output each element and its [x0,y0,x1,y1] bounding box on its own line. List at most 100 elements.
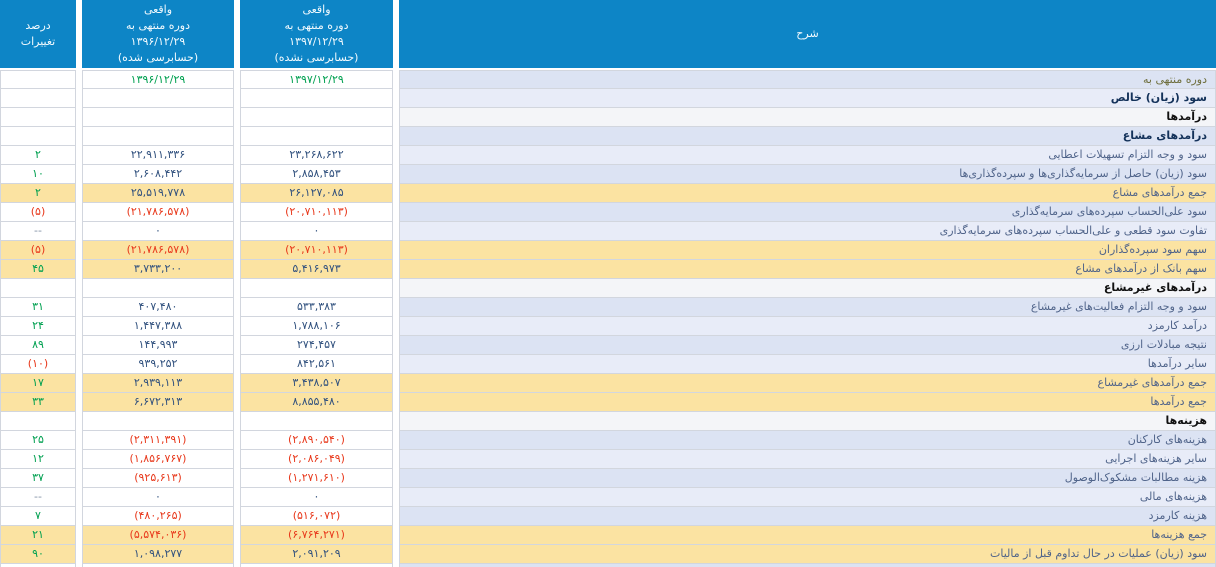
value-1397-cell [240,107,393,127]
table-row: هزینه کارمزد (۵۱۶,۰۷۲) (۴۸۰,۲۶۵) ۷ [0,506,1216,526]
change-percent-cell [0,278,76,298]
value-1396-cell: ۱۴۴,۹۹۳ [82,335,234,355]
description-cell: سود (زیان) عملیات در حال تداوم قبل از ما… [399,544,1216,564]
value-1397-cell [240,563,393,567]
table-row: سایر هزینه‌های اجرایی (۲,۰۸۶,۰۴۹) (۱,۸۵۶,۷… [0,449,1216,469]
value-1397-cell: (۲۰,۷۱۰,۱۱۳) [240,240,393,260]
description-cell: جمع درآمدهای مشاع [399,183,1216,203]
table-row: سهم بانک از درآمدهای مشاع ۵,۴۱۶,۹۷۳ ۳,۷۳۳,… [0,259,1216,279]
table-row: نتیجه مبادلات ارزی ۲۷۴,۴۵۷ ۱۴۴,۹۹۳ ۸۹ [0,335,1216,355]
table-row: سود (زیان) حاصل از سرمایه‌گذاری‌ها و سپر… [0,164,1216,184]
table-row: سود و وجه التزام فعالیت‌های غیرمشاع ۵۳۳,۳… [0,297,1216,317]
value-1397-cell [240,88,393,108]
description-cell: هزینه مطالبات مشکوک‌الوصول [399,468,1216,488]
value-1397-cell: ۱۳۹۷/۱۲/۲۹ [240,69,393,89]
table-row: سود علی‌الحساب سپرده‌های سرمایه‌گذاری (۲۰… [0,202,1216,222]
description-cell: سایر هزینه‌های اجرایی [399,449,1216,469]
table-row: جمع درآمدهای غیرمشاع ۳,۴۳۸,۵۰۷ ۲,۹۳۹,۱۱۳ ۱۷ [0,373,1216,393]
value-1396-cell: (۴۸۰,۲۶۵) [82,506,234,526]
table-row: جمع هزینه‌ها (۶,۷۶۴,۲۷۱) (۵,۵۷۴,۰۳۶) ۲۱ [0,525,1216,545]
table-row: هزینه مطالبات مشکوک‌الوصول (۱,۲۷۱,۶۱۰) (۹۲… [0,468,1216,488]
col-header-description: شرح [399,0,1216,70]
change-percent-cell: ۴۵ [0,259,76,279]
value-1396-cell: (۲,۳۱۱,۳۹۱) [82,430,234,450]
value-1396-cell [82,107,234,127]
change-percent-cell: (۵) [0,202,76,222]
table-row: تفاوت سود قطعی و علی‌الحساب سپرده‌های سر… [0,221,1216,241]
table-header-row: شرح واقعی دوره منتهی به ۱۳۹۷/۱۲/۲۹ (حساب… [0,0,1216,70]
description-cell: هزینه‌ها [399,411,1216,431]
description-cell: دوره منتهی به [399,69,1216,89]
description-cell: جمع درآمدهای غیرمشاع [399,373,1216,393]
table-row: سهم سود سپرده‌گذاران (۲۰,۷۱۰,۱۱۳) (۲۱,۷۸۶,… [0,240,1216,260]
table-row: هزینه‌ها [0,411,1216,431]
value-1397-cell: (۲۰,۷۱۰,۱۱۳) [240,202,393,222]
change-percent-cell: ۳۷ [0,468,76,488]
change-percent-cell: (۱۰) [0,354,76,374]
description-cell: درآمدهای مشاع [399,126,1216,146]
table-row: درآمدهای غیرمشاع [0,278,1216,298]
table-row: درآمدها [0,107,1216,127]
change-percent-cell: ۲ [0,145,76,165]
table-body: دوره منتهی به ۱۳۹۷/۱۲/۲۹ ۱۳۹۶/۱۲/۲۹ سود (زی… [0,69,1216,567]
value-1396-cell: ۰ [82,487,234,507]
change-percent-cell: ۳۳ [0,392,76,412]
description-cell: هزینه کارمزد [399,506,1216,526]
value-1396-cell: (۱,۸۵۶,۷۶۷) [82,449,234,469]
table-row: هزینه‌های مالی ۰ ۰ -- [0,487,1216,507]
value-1397-cell: ۲۶,۱۲۷,۰۸۵ [240,183,393,203]
value-1396-cell: ۹۳۹,۲۵۲ [82,354,234,374]
description-cell: سود و وجه التزام تسهیلات اعطایی [399,145,1216,165]
value-1397-cell: ۰ [240,221,393,241]
change-percent-cell: ۲۵ [0,430,76,450]
value-1397-cell: ۲۷۴,۴۵۷ [240,335,393,355]
change-percent-cell: (۵) [0,240,76,260]
value-1396-cell: (۹۲۵,۶۱۳) [82,468,234,488]
value-1397-cell: ۸,۸۵۵,۴۸۰ [240,392,393,412]
value-1396-cell: ۱,۰۹۸,۲۷۷ [82,544,234,564]
value-1396-cell: (۲۱,۷۸۶,۵۷۸) [82,240,234,260]
value-1397-cell: (۲,۰۸۶,۰۴۹) [240,449,393,469]
value-1396-cell: ۳,۷۳۳,۲۰۰ [82,259,234,279]
change-percent-cell: -- [0,487,76,507]
col-header-change-percent: درصد تغییرات [0,0,76,70]
value-1397-cell: ۵۳۳,۳۸۳ [240,297,393,317]
change-percent-cell [0,563,76,567]
description-cell: جمع هزینه‌ها [399,525,1216,545]
change-percent-cell [0,69,76,89]
change-percent-cell: ۷ [0,506,76,526]
value-1397-cell [240,126,393,146]
value-1396-cell: (۲۱,۷۸۶,۵۷۸) [82,202,234,222]
col-header-actual-1396: واقعی دوره منتهی به ۱۳۹۶/۱۲/۲۹ (حسابرسی … [82,0,234,70]
value-1397-cell: ۱,۷۸۸,۱۰۶ [240,316,393,336]
value-1396-cell: ۴۰۷,۴۸۰ [82,297,234,317]
description-cell: درآمدها [399,107,1216,127]
table-row: دوره منتهی به ۱۳۹۷/۱۲/۲۹ ۱۳۹۶/۱۲/۲۹ [0,69,1216,89]
value-1397-cell: ۰ [240,487,393,507]
change-percent-cell: ۲ [0,183,76,203]
change-percent-cell: ۱۷ [0,373,76,393]
change-percent-cell [0,107,76,127]
value-1397-cell: (۶,۷۶۴,۲۷۱) [240,525,393,545]
value-1397-cell: (۲,۸۹۰,۵۴۰) [240,430,393,450]
table-row: سود (زیان) خالص [0,88,1216,108]
description-cell: درآمدهای غیرمشاع [399,278,1216,298]
value-1396-cell: ۶,۶۷۲,۳۱۳ [82,392,234,412]
description-cell: سود (زیان) حاصل از سرمایه‌گذاری‌ها و سپر… [399,164,1216,184]
description-cell: درآمد کارمزد [399,316,1216,336]
change-percent-cell [0,88,76,108]
description-cell: هزینه‌های کارکنان [399,430,1216,450]
value-1396-cell: ۲۲,۹۱۱,۳۳۶ [82,145,234,165]
change-percent-cell: ۲۱ [0,525,76,545]
description-cell: سایر درآمدها [399,354,1216,374]
value-1397-cell: (۵۱۶,۰۷۲) [240,506,393,526]
change-percent-cell: ۲۴ [0,316,76,336]
value-1397-cell: ۳,۴۳۸,۵۰۷ [240,373,393,393]
change-percent-cell [0,411,76,431]
change-percent-cell [0,126,76,146]
table-row: سایر درآمدها ۸۴۲,۵۶۱ ۹۳۹,۲۵۲ (۱۰) [0,354,1216,374]
description-cell: سهم بانک از درآمدهای مشاع [399,259,1216,279]
value-1396-cell [82,88,234,108]
